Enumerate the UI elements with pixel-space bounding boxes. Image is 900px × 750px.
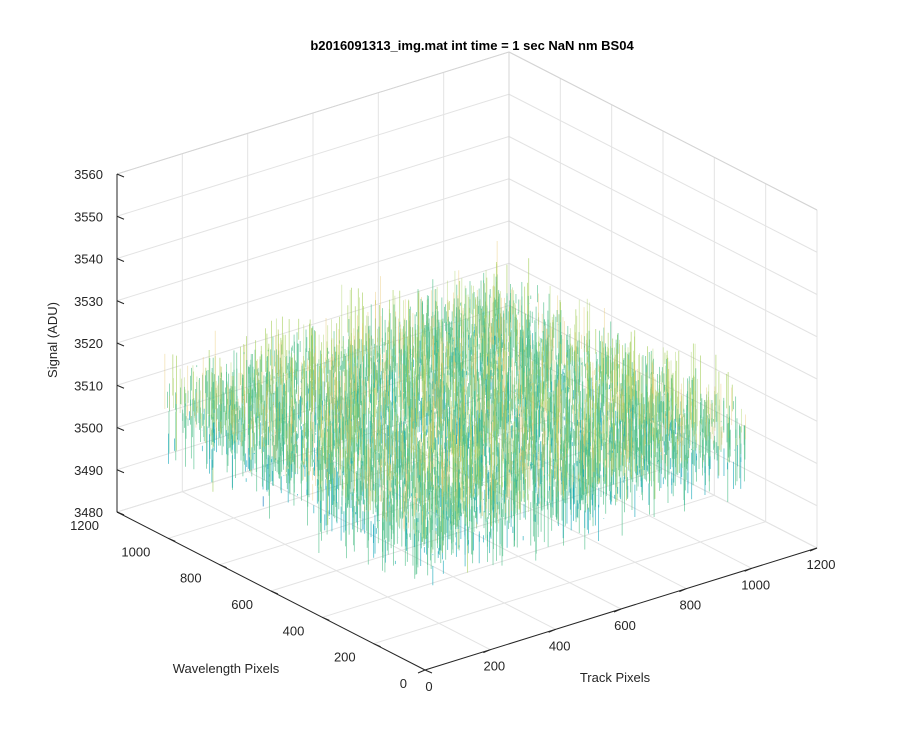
grid-line	[508, 262, 818, 422]
grid-line	[116, 136, 510, 259]
box-edge	[116, 51, 510, 175]
grid-line	[116, 262, 510, 386]
grid-lines	[116, 51, 818, 671]
surface-mesh	[164, 240, 746, 586]
grid-line	[508, 220, 818, 380]
grid-line	[116, 220, 510, 344]
grid-line	[508, 93, 818, 253]
grid-line	[116, 93, 510, 217]
grid-line	[508, 136, 818, 295]
box-edge	[508, 51, 818, 211]
grid-line	[322, 494, 715, 618]
grid-line	[373, 521, 766, 645]
grid-line	[508, 178, 818, 338]
grid-line	[116, 178, 510, 302]
